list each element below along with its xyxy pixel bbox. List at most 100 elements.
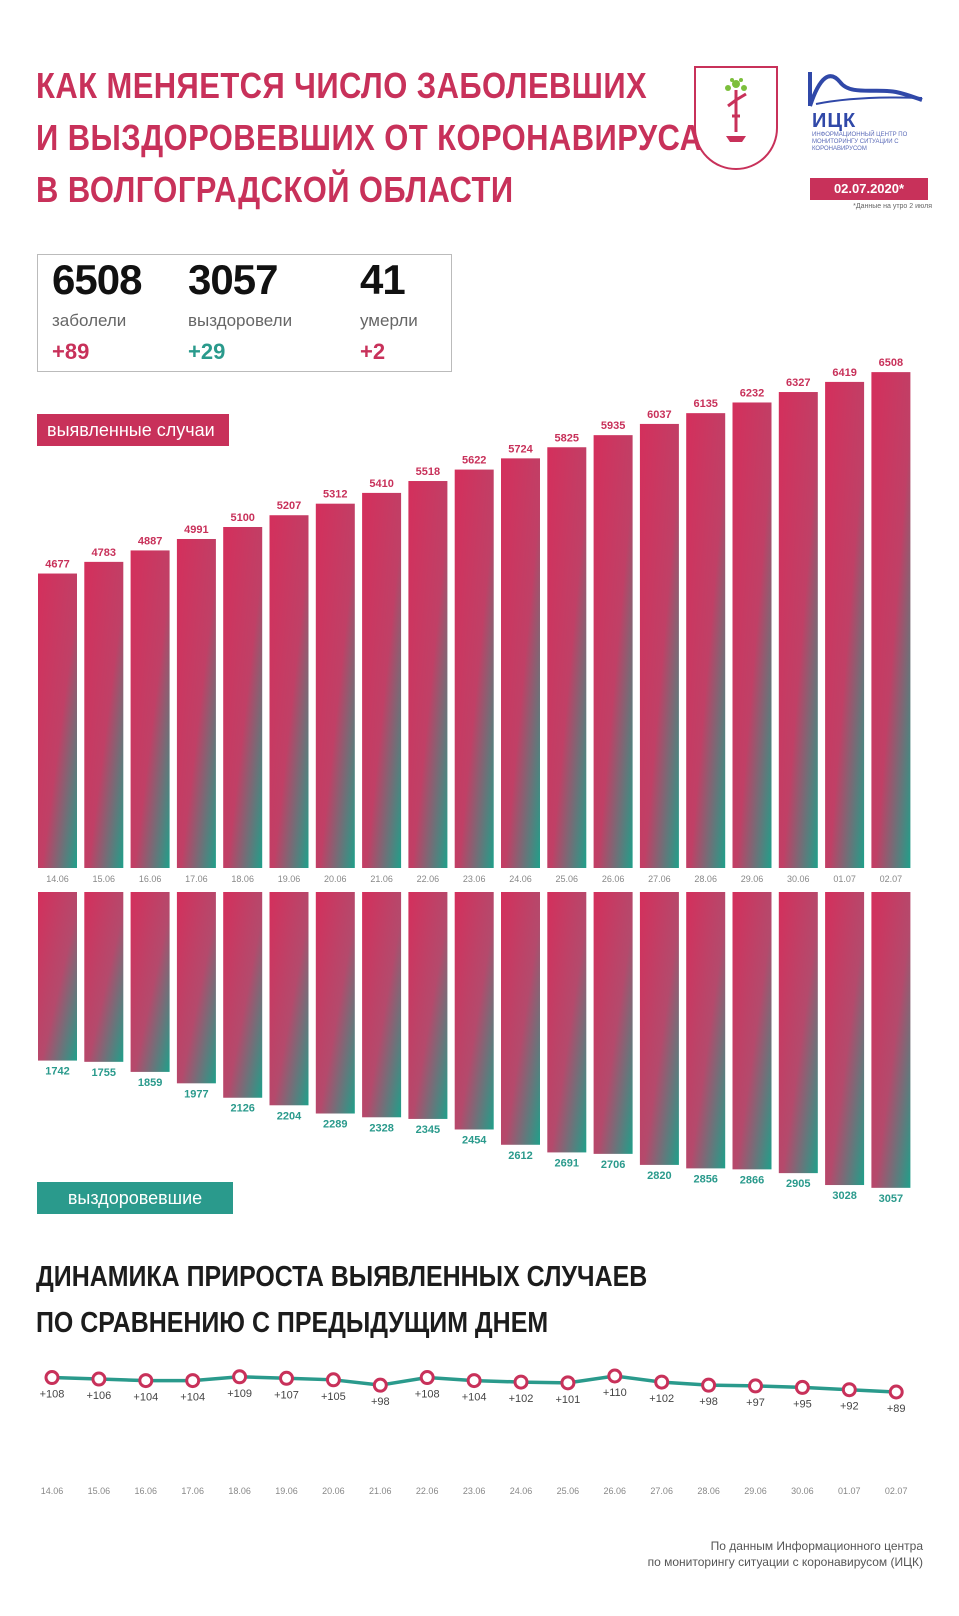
cases-bar-label: 5724: [508, 443, 533, 455]
recovered-bar: [501, 892, 540, 1145]
cases-bar: [315, 503, 355, 868]
cases-bar: [84, 561, 124, 868]
cases-bar-label: 5100: [230, 512, 254, 524]
ick-description: ИНФОРМАЦИОННЫЙ ЦЕНТР ПО МОНИТОРИНГУ СИТУ…: [812, 132, 908, 152]
date-tick-label: 28.06: [694, 874, 717, 884]
recovered-bar: [547, 892, 587, 1153]
date-tick-label: 15.06: [93, 874, 116, 884]
recovered-bar: [825, 892, 865, 1186]
growth-date-axis: 14.06 15.06 16.06 17.06 18.06 19.06 20.06 21.06…: [41, 1486, 908, 1496]
growth-point-label: +108: [40, 1389, 65, 1401]
growth-point-label: +110: [603, 1387, 627, 1399]
growth-date-label: 14.06: [41, 1486, 64, 1496]
date-note: *Данные на утро 2 июля: [853, 203, 932, 210]
cases-bar-label: 5622: [462, 455, 486, 467]
recovered-bar: [871, 892, 911, 1188]
recovered-bar-label: 2905: [786, 1178, 810, 1190]
recovered-bar-label: 3028: [832, 1190, 856, 1202]
title-line-3: В ВОЛГОГРАДСКОЙ ОБЛАСТИ: [36, 169, 514, 210]
recovered-bar: [732, 892, 772, 1170]
growth-title-line-2: ПО СРАВНЕНИЮ С ПРЕДЫДУЩИМ ДНЕМ: [36, 1307, 549, 1339]
stat-sick-delta: +89: [52, 339, 90, 364]
stat-sick-value: 6508: [52, 256, 142, 303]
recovered-bar-label: 2345: [416, 1124, 440, 1136]
recovered-bar-label: 1977: [184, 1088, 208, 1100]
recovered-bar: [84, 892, 124, 1062]
date-tick-label: 01.07: [833, 874, 856, 884]
cases-bar: [38, 573, 77, 868]
growth-date-label: 15.06: [88, 1486, 111, 1496]
recovered-bar-label: 2820: [647, 1170, 671, 1182]
growth-point-label: +104: [462, 1392, 487, 1404]
recovered-bar: [362, 892, 402, 1118]
source-line-2: по мониторингу ситуации с коронавирусом …: [647, 1555, 923, 1569]
growth-point-label: +102: [649, 1393, 674, 1405]
date-tick-label: 22.06: [417, 874, 440, 884]
growth-point: [654, 1374, 670, 1390]
growth-point: [466, 1373, 482, 1389]
date-tick-label: 25.06: [556, 874, 579, 884]
growth-date-label: 21.06: [369, 1486, 392, 1496]
growth-title: ДИНАМИКА ПРИРОСТА ВЫЯВЛЕННЫХ СЛУЧАЕВ ПО …: [36, 1254, 647, 1346]
date-axis: 14.06 15.06 16.06 17.06 18.06 19.06 20.06 21.06…: [46, 874, 902, 884]
growth-point-label: +102: [509, 1393, 534, 1405]
growth-date-label: 29.06: [744, 1486, 767, 1496]
recovered-bar-label: 2866: [740, 1174, 764, 1186]
growth-point-label: +105: [321, 1391, 346, 1403]
growth-point: [748, 1378, 763, 1394]
growth-point-label: +108: [415, 1389, 440, 1401]
recovered-bar-label: 3057: [879, 1193, 903, 1205]
growth-date-label: 22.06: [416, 1486, 439, 1496]
growth-point: [841, 1382, 857, 1398]
growth-date-label: 25.06: [557, 1486, 580, 1496]
recovered-bar: [778, 892, 818, 1174]
recovered-bar: [38, 892, 77, 1061]
cases-bar: [130, 550, 170, 868]
recovered-bar-label: 2691: [555, 1157, 579, 1169]
recovered-bar-label: 2706: [601, 1159, 625, 1171]
stat-sick-label: заболели: [52, 311, 127, 330]
cases-bar: [408, 481, 448, 868]
date-tick-label: 20.06: [324, 874, 347, 884]
stat-died-value: 41: [360, 256, 406, 303]
recovered-bar-label: 1755: [92, 1067, 116, 1079]
stat-sick: 6508 заболели +89: [52, 255, 142, 365]
recovered-bar: [269, 892, 309, 1106]
date-tick-label: 16.06: [139, 874, 162, 884]
cases-bar-label: 4783: [92, 547, 116, 559]
stat-died-delta: +2: [360, 339, 386, 364]
growth-date-label: 18.06: [228, 1486, 251, 1496]
stat-recovered-value: 3057: [188, 256, 278, 303]
growth-point: [232, 1369, 248, 1385]
cases-bar: [547, 447, 587, 868]
stat-died: 41 умерли +2: [360, 255, 418, 365]
cases-bar: [501, 458, 540, 868]
growth-point-label: +104: [180, 1392, 205, 1404]
growth-point: [279, 1370, 294, 1386]
recovered-bar: [686, 892, 726, 1169]
cases-bar-label: 6327: [786, 377, 810, 389]
stat-recovered-delta: +29: [188, 339, 226, 364]
recovered-bar-label: 2204: [277, 1110, 302, 1122]
cases-bar-label: 6232: [740, 387, 764, 399]
tag-recovered: выздоровевшие: [37, 1182, 233, 1214]
growth-date-label: 24.06: [510, 1486, 533, 1496]
date-badge: 02.07.2020*: [810, 178, 928, 200]
source-line-1: По данным Информационного центра: [710, 1539, 923, 1553]
recovered-bar-label: 2289: [323, 1119, 347, 1131]
date-tick-label: 27.06: [648, 874, 671, 884]
cases-bar: [639, 423, 679, 868]
growth-date-label: 23.06: [463, 1486, 486, 1496]
growth-point-label: +106: [87, 1390, 112, 1402]
growth-date-label: 01.07: [838, 1486, 861, 1496]
cases-bar: [223, 527, 263, 868]
recovered-bar: [408, 892, 448, 1119]
cases-bar-label: 6037: [647, 409, 671, 421]
growth-chart: +108 +106 +104 +104 +109 +107 +105 +98 +108 +104 +…: [40, 1368, 906, 1415]
growth-point: [701, 1377, 717, 1393]
cases-bar: [362, 492, 402, 868]
cases-chart: 4677 4783 4887 4991 5100 5207 5312 5410 5518 5622…: [38, 357, 911, 868]
growth-point-label: +107: [274, 1389, 299, 1401]
recovered-bar-label: 2126: [230, 1103, 254, 1115]
recovered-bar: [176, 892, 216, 1084]
